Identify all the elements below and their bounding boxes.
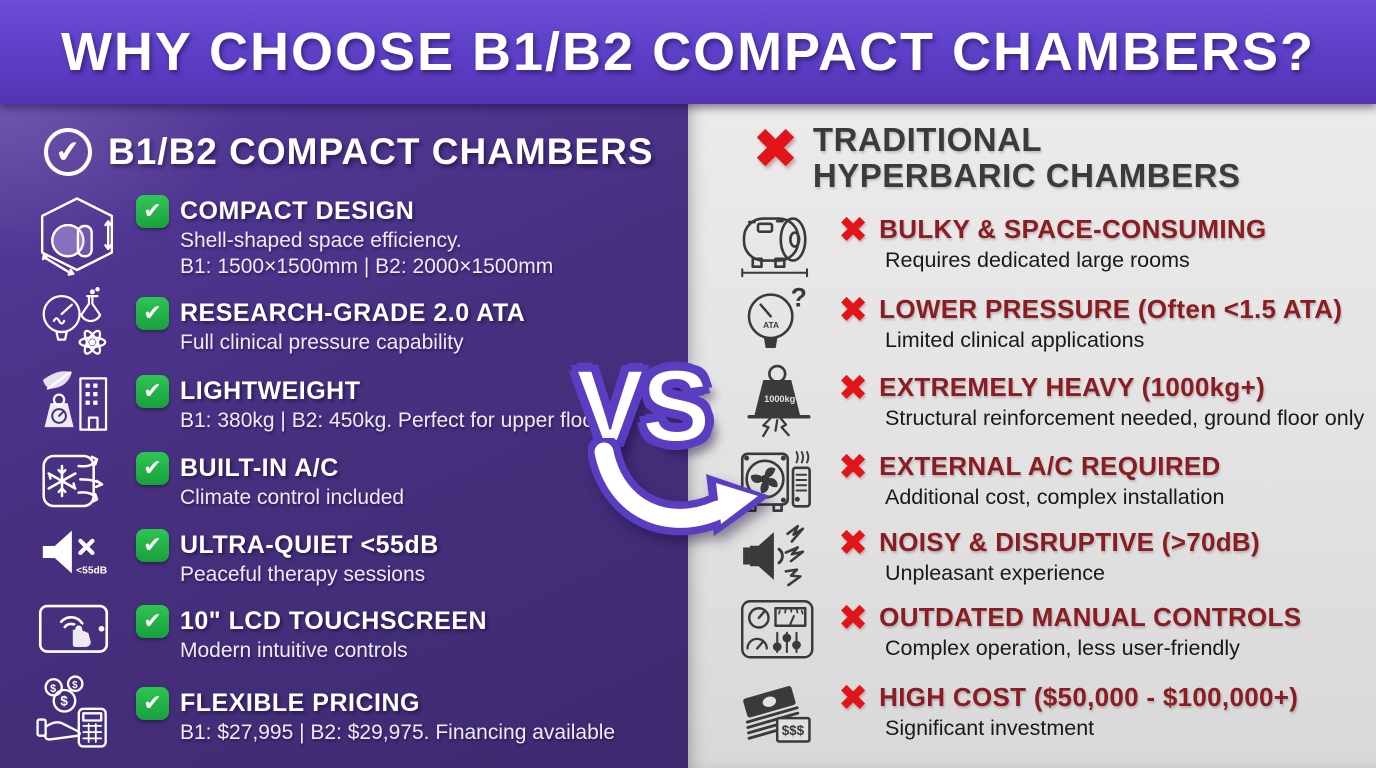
drawback-title: EXTREMELY HEAVY (1000kg+) xyxy=(879,372,1266,403)
drawback-detail: Limited clinical applications xyxy=(885,327,1145,352)
feature-detail: B1: $27,995 | B2: $29,975. Financing ava… xyxy=(180,720,616,744)
list-item: ✖ BULKY & SPACE-CONSUMING Requires dedic… xyxy=(720,201,1376,285)
manual-controls-panel-icon xyxy=(720,589,838,673)
cross-icon: ✖ xyxy=(838,676,869,718)
svg-text:ATA: ATA xyxy=(763,320,779,330)
svg-text:1000kg+: 1000kg+ xyxy=(764,393,800,403)
circled-check-icon: ✔ xyxy=(41,125,95,179)
list-item: ✔ 10" LCD TOUCHSCREEN Modern intuitive c… xyxy=(18,596,688,672)
feature-title: LIGHTWEIGHT xyxy=(180,376,361,405)
hand-coins-calculator-icon: $ $ $ xyxy=(18,673,136,759)
list-item: ✖ OUTDATED MANUAL CONTROLS Complex opera… xyxy=(720,593,1376,669)
touchscreen-hand-icon xyxy=(18,592,136,676)
chamber-dimensions-icon xyxy=(18,193,136,281)
drawback-title: BULKY & SPACE-CONSUMING xyxy=(879,214,1267,245)
cross-icon: ✖ xyxy=(838,596,869,638)
cross-icon: ✖ xyxy=(838,521,869,563)
svg-text:<55dB: <55dB xyxy=(76,565,107,576)
feature-detail: Climate control included xyxy=(180,485,405,509)
svg-text:$: $ xyxy=(60,694,68,709)
list-item: ✖ NOISY & DISRUPTIVE (>70dB) Unpleasant … xyxy=(720,519,1376,593)
tank-chamber-icon xyxy=(720,201,838,285)
feature-detail: Full clinical pressure capability xyxy=(180,330,464,354)
svg-text:$: $ xyxy=(50,683,56,695)
banner: WHY CHOOSE B1/B2 COMPACT CHAMBERS? xyxy=(0,0,1376,104)
check-icon: ✔ xyxy=(136,296,169,330)
feature-title: ULTRA-QUIET <55dB xyxy=(180,530,439,559)
cash-stack-icon: $$$ xyxy=(720,668,838,754)
ata-gauge-question-icon: ATA ? xyxy=(720,283,838,363)
feature-detail: B1: 380kg | B2: 450kg. Perfect for upper… xyxy=(180,408,612,432)
list-item: ✖ EXTERNAL A/C REQUIRED Additional cost,… xyxy=(720,441,1376,519)
feature-detail: B1: 1500×1500mm | B2: 2000×1500mm xyxy=(180,254,554,278)
heavy-weight-crack-icon: 1000kg+ xyxy=(720,359,838,443)
check-icon: ✔ xyxy=(136,194,169,228)
gauge-flask-atom-icon xyxy=(18,285,136,367)
list-item: $$$ ✖ HIGH COST ($50,000 - $100,000+) Si… xyxy=(720,669,1376,753)
feature-title: 10" LCD TOUCHSCREEN xyxy=(180,606,488,635)
curved-arrow-icon xyxy=(587,435,778,555)
page-title: WHY CHOOSE B1/B2 COMPACT CHAMBERS? xyxy=(60,22,1316,82)
list-item: ✔ COMPACT DESIGN Shell-shaped space effi… xyxy=(18,188,688,286)
left-feature-list: ✔ COMPACT DESIGN Shell-shaped space effi… xyxy=(0,186,688,760)
snowflake-airflow-icon xyxy=(18,441,136,521)
cross-icon: ✖ xyxy=(838,208,869,250)
muted-speaker-icon: <55dB xyxy=(18,517,136,599)
traditional-chambers-panel: ✖ TRADITIONAL HYPERBARIC CHAMBERS xyxy=(688,104,1376,768)
drawback-detail: Unpleasant experience xyxy=(885,560,1105,585)
list-item: ATA ? ✖ LOWER PRESSURE (Often <1.5 ATA) … xyxy=(720,283,1376,363)
cross-icon: ✖ xyxy=(838,288,869,330)
feature-title: COMPACT DESIGN xyxy=(180,196,415,225)
list-item: ✔ RESEARCH-GRADE 2.0 ATA Full clinical p… xyxy=(18,286,688,366)
list-item: $ $ $ ✔ FLEXIBLE PRIC xyxy=(18,672,688,760)
check-icon: ✔ xyxy=(136,374,169,408)
feature-detail: Modern intuitive controls xyxy=(180,638,408,662)
svg-text:$: $ xyxy=(72,680,78,691)
check-icon: ✔ xyxy=(136,604,169,638)
right-drawback-list: ✖ BULKY & SPACE-CONSUMING Requires dedic… xyxy=(688,199,1376,753)
svg-text:?: ? xyxy=(791,283,807,312)
left-panel-header: ✔ B1/B2 COMPACT CHAMBERS xyxy=(0,104,688,186)
right-panel-header: ✖ TRADITIONAL HYPERBARIC CHAMBERS xyxy=(688,104,1376,199)
drawback-title: NOISY & DISRUPTIVE (>70dB) xyxy=(879,527,1260,558)
drawback-detail: Significant investment xyxy=(885,715,1095,740)
drawback-title: HIGH COST ($50,000 - $100,000+) xyxy=(879,682,1299,713)
drawback-detail: Complex operation, less user-friendly xyxy=(885,635,1240,660)
svg-text:$$$: $$$ xyxy=(782,723,805,738)
comparison-panels: ✔ B1/B2 COMPACT CHAMBERS xyxy=(0,104,1376,768)
cross-icon: ✖ xyxy=(838,366,869,408)
feature-detail: Shell-shaped space efficiency. xyxy=(180,228,462,252)
list-item: <55dB ✔ ULTRA-QUIET <55dB Peaceful thera… xyxy=(18,520,688,596)
drawback-title: EXTERNAL A/C REQUIRED xyxy=(879,451,1221,482)
right-panel-title: TRADITIONAL HYPERBARIC CHAMBERS xyxy=(812,121,1241,195)
list-item: 1000kg+ ✖ EXTREMELY HEAVY (1000kg+) Stru… xyxy=(720,361,1376,441)
drawback-detail: Additional cost, complex installation xyxy=(885,484,1225,509)
noisy-speaker-icon xyxy=(720,515,838,597)
check-icon: ✔ xyxy=(136,451,169,485)
feature-title: RESEARCH-GRADE 2.0 ATA xyxy=(180,298,526,327)
drawback-detail: Structural reinforcement needed, ground … xyxy=(885,405,1365,430)
feather-weight-building-icon xyxy=(18,363,136,445)
cross-icon: ✖ xyxy=(752,117,799,180)
left-panel-title: B1/B2 COMPACT CHAMBERS xyxy=(108,131,654,172)
check-icon: ✔ xyxy=(136,528,169,562)
drawback-title: OUTDATED MANUAL CONTROLS xyxy=(879,602,1302,633)
feature-detail: Peaceful therapy sessions xyxy=(180,562,426,586)
drawback-detail: Requires dedicated large rooms xyxy=(885,247,1190,272)
feature-title: BUILT-IN A/C xyxy=(180,453,339,482)
drawback-title: LOWER PRESSURE (Often <1.5 ATA) xyxy=(879,294,1343,325)
compact-chambers-panel: ✔ B1/B2 COMPACT CHAMBERS xyxy=(0,104,688,768)
check-icon: ✔ xyxy=(136,686,169,720)
list-item: ✔ BUILT-IN A/C Climate control included xyxy=(18,442,688,520)
cross-icon: ✖ xyxy=(838,445,869,487)
list-item: ✔ LIGHTWEIGHT B1: 380kg | B2: 450kg. Per… xyxy=(18,366,688,442)
feature-title: FLEXIBLE PRICING xyxy=(180,688,420,717)
